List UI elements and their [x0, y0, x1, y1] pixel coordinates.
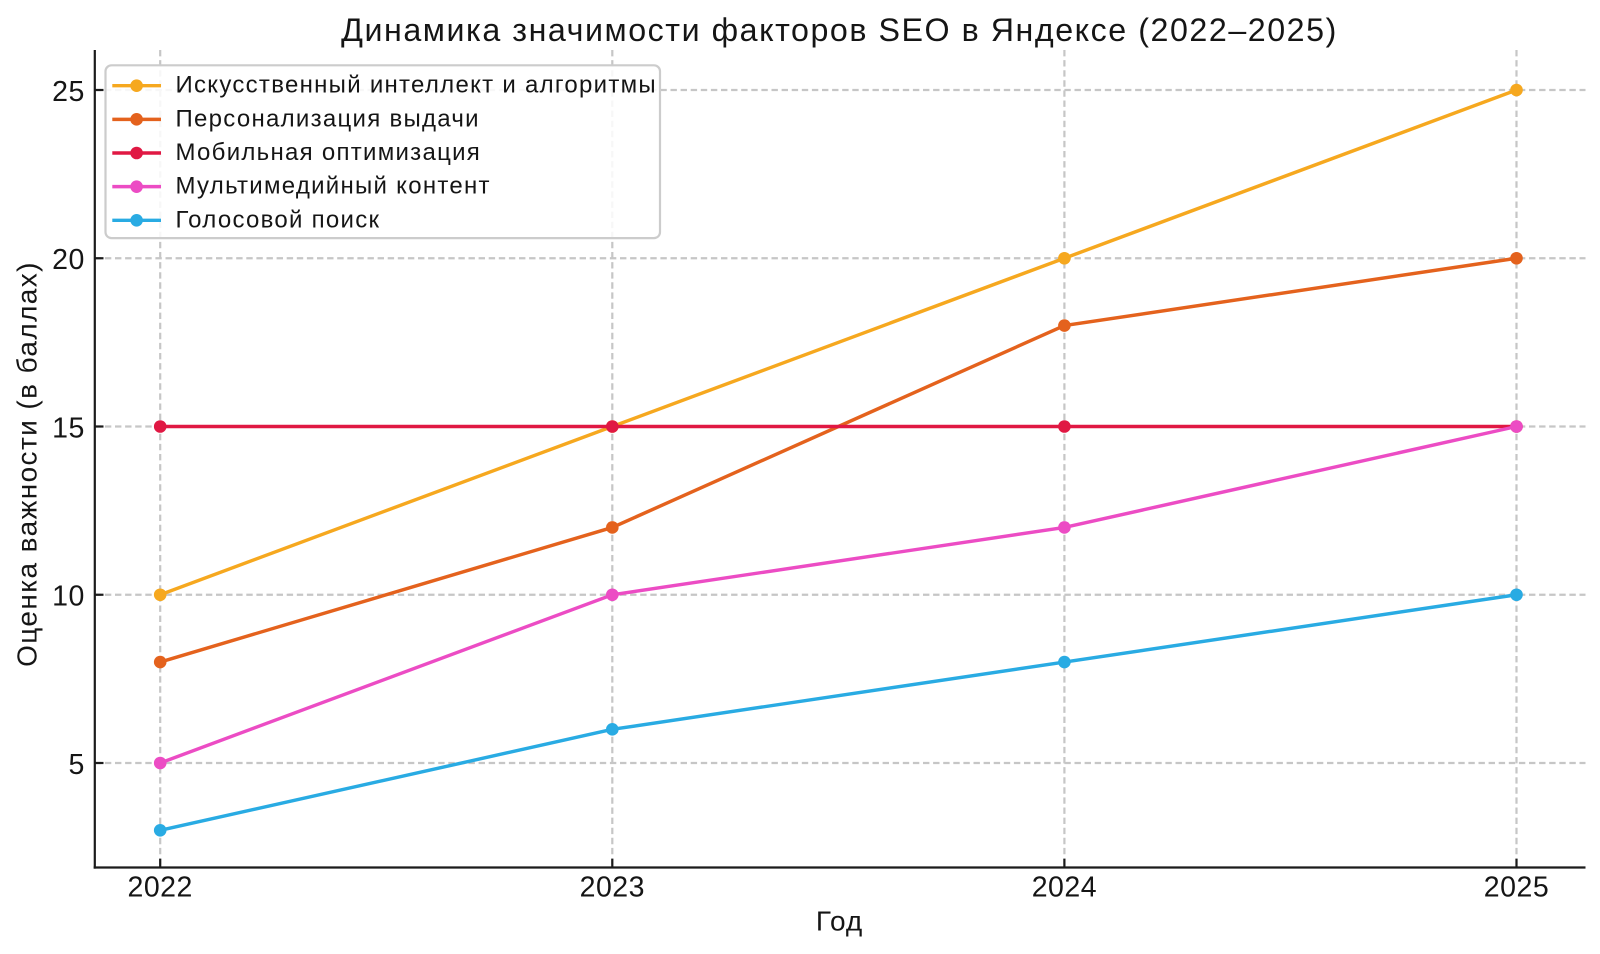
svg-text:25: 25 — [52, 76, 85, 108]
svg-text:5: 5 — [68, 749, 84, 781]
svg-text:Искусственный интеллект и алго: Искусственный интеллект и алгоритмы — [176, 72, 657, 99]
svg-text:Голосовой поиск: Голосовой поиск — [176, 206, 381, 233]
svg-text:10: 10 — [52, 581, 85, 613]
svg-text:Мультимедийный контент: Мультимедийный контент — [176, 173, 491, 200]
svg-text:2024: 2024 — [1032, 872, 1097, 904]
svg-text:2022: 2022 — [127, 872, 192, 904]
svg-text:2023: 2023 — [580, 872, 645, 904]
svg-text:Динамика значимости факторов S: Динамика значимости факторов SEO в Яндек… — [341, 12, 1338, 48]
svg-text:15: 15 — [52, 412, 85, 444]
svg-text:Год: Год — [816, 905, 863, 936]
svg-text:2025: 2025 — [1484, 872, 1549, 904]
svg-text:Персонализация выдачи: Персонализация выдачи — [176, 105, 480, 132]
svg-text:20: 20 — [52, 244, 85, 276]
svg-text:Мобильная оптимизация: Мобильная оптимизация — [176, 139, 482, 166]
svg-text:Оценка важности (в баллах): Оценка важности (в баллах) — [12, 261, 43, 667]
